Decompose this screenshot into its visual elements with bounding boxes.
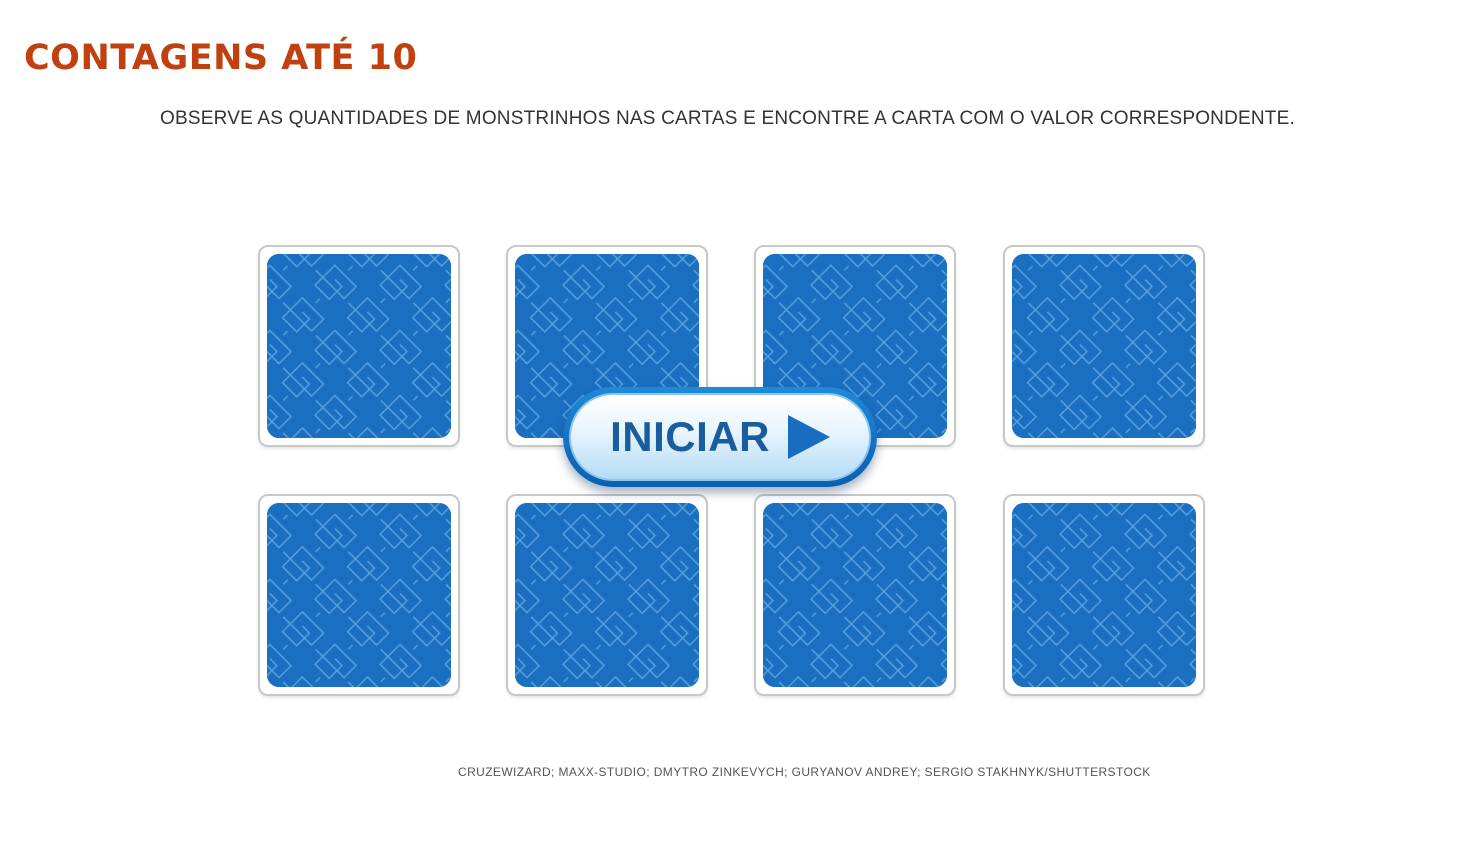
card-back-pattern [1012, 503, 1196, 687]
memory-card[interactable] [506, 494, 708, 696]
memory-card[interactable] [258, 494, 460, 696]
start-button-label: INICIAR [610, 413, 770, 460]
start-button-face[interactable]: INICIAR [569, 393, 871, 481]
memory-card[interactable] [506, 245, 708, 447]
play-icon [787, 415, 830, 459]
image-credits: CRUZEWIZARD; MAXX-STUDIO; DMYTRO ZINKEVY… [458, 765, 1151, 779]
instructions-text: OBSERVE AS QUANTIDADES DE MONSTRINHOS NA… [160, 108, 1295, 129]
memory-card[interactable] [754, 494, 956, 696]
start-button[interactable]: INICIAR [563, 387, 877, 487]
card-back-pattern [267, 503, 451, 687]
memory-card[interactable] [1003, 245, 1205, 447]
card-back-pattern [515, 503, 699, 687]
memory-card[interactable] [258, 245, 460, 447]
card-back-pattern [763, 503, 947, 687]
memory-card[interactable] [1003, 494, 1205, 696]
page-title: CONTAGENS ATÉ 10 [24, 38, 418, 78]
card-back-pattern [1012, 254, 1196, 438]
card-back-pattern [267, 254, 451, 438]
